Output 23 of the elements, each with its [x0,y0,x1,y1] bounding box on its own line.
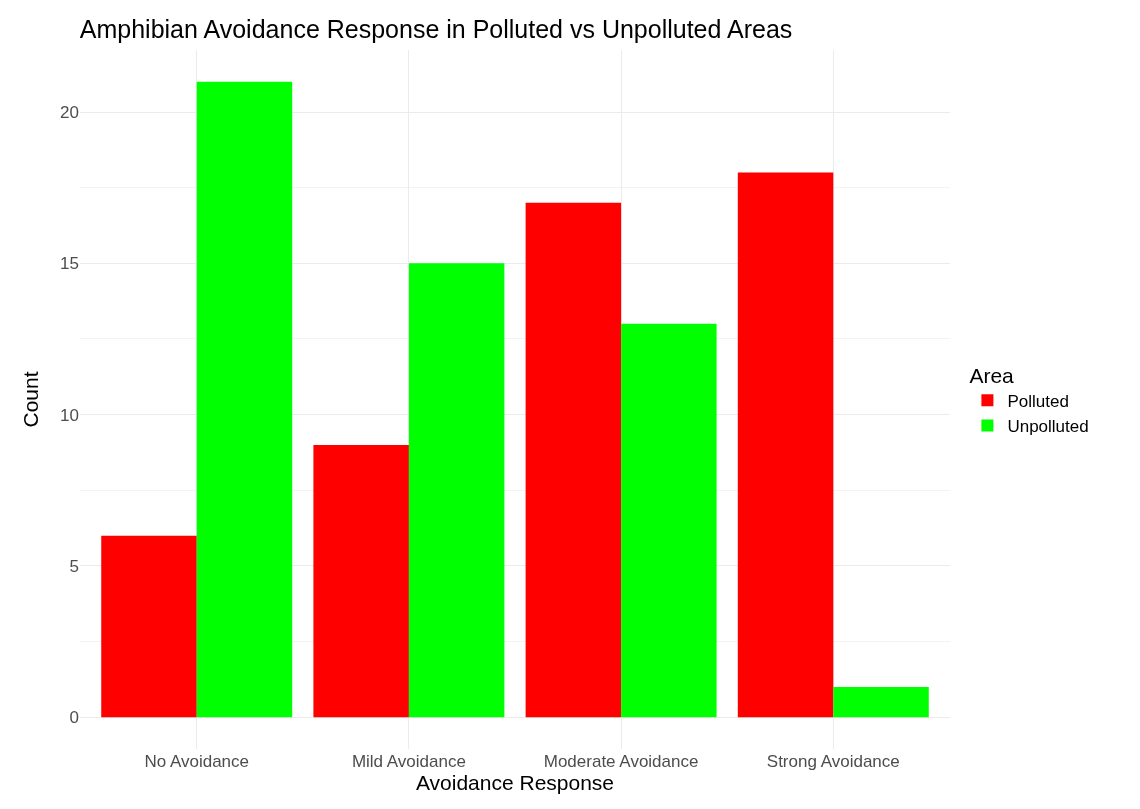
bar [833,686,929,718]
y-tick-label: 0 [69,708,79,728]
y-tick-label: 5 [69,556,79,576]
legend-label: Unpolluted [1007,417,1089,437]
bar [408,263,505,718]
x-tick-label: Strong Avoidance [766,752,900,771]
bar [101,535,197,718]
bar [525,202,622,718]
y-tick-label: 15 [60,254,79,274]
y-axis-title: Count [19,371,43,428]
bar [737,172,834,718]
y-tick-label: 10 [60,405,79,425]
x-tick-label: No Avoidance [144,752,250,771]
bar [196,81,293,718]
bar [621,323,717,718]
x-tick-label: Moderate Avoidance [543,752,699,771]
x-axis-title: Avoidance Response [415,771,615,794]
legend-label: Polluted [1007,391,1069,411]
legend-title: Area [969,363,1015,387]
chart-title: Amphibian Avoidance Response in Polluted vs Unpolluted Areas [79,14,793,43]
x-tick-label: Mild Avoidance [351,752,466,771]
bar [313,444,409,718]
y-tick-label: 20 [60,102,79,122]
